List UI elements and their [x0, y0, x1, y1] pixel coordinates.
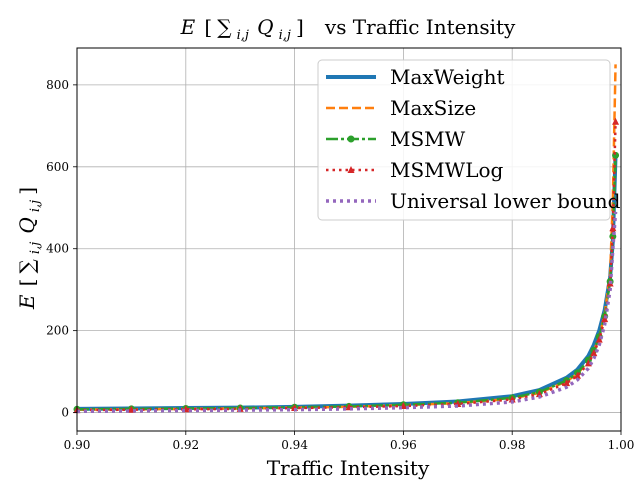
- ylabel-bracket-close: ]: [15, 187, 39, 195]
- msmwlog-point: [573, 371, 581, 379]
- legend-entry-maxsize: MaxSize: [326, 96, 476, 120]
- title-sum: ∑: [217, 15, 232, 39]
- x-tick-label: 0.90: [64, 438, 91, 452]
- legend-label: MSMW: [390, 127, 466, 151]
- msmwlog-point: [601, 315, 609, 323]
- legend-entry-universal-lower-bound: Universal lower bound: [326, 189, 621, 213]
- ylabel-e: E: [15, 294, 39, 310]
- msmwlog-point: [590, 349, 598, 357]
- legend-entry-msmw: MSMW: [326, 127, 466, 151]
- ylabel-q: Q: [15, 217, 39, 233]
- y-tick-label: 0: [61, 406, 69, 420]
- x-tick-label: 0.92: [172, 438, 199, 452]
- series-universal-lower-bound: [76, 211, 618, 414]
- msmwlog-point: [584, 359, 592, 367]
- legend: MaxWeight MaxSize MSMW MSMWLog Universal low…: [317, 59, 621, 221]
- legend-box: [317, 59, 611, 221]
- ylabel-q-subscript: i,j: [28, 200, 43, 212]
- legend-entry-msmwlog: MSMWLog: [326, 158, 504, 182]
- msmwlog-point: [508, 395, 516, 403]
- y-tick-label: 600: [46, 160, 69, 174]
- ylabel-sum: ∑: [15, 258, 39, 273]
- x-axis-label: Traffic Intensity: [267, 456, 430, 480]
- plot-frame: [76, 47, 622, 432]
- title-sum-subscript: i,j: [237, 28, 249, 43]
- title-expr-e: E: [180, 15, 196, 39]
- msmwlog-point: [535, 390, 543, 398]
- y-tick-label: 800: [46, 78, 69, 92]
- ylabel-sum-subscript: i,j: [28, 242, 43, 254]
- x-tick-label: 0.94: [281, 438, 308, 452]
- series-line-universal-lower-bound: [76, 211, 618, 414]
- ticks: 0.90 0.92 0.94 0.96 0.98 1.00 0 200 400 600 800: [46, 78, 634, 452]
- msmwlog-point: [595, 335, 603, 343]
- title-suffix: vs Traffic Intensity: [324, 15, 516, 39]
- x-tick-label: 0.98: [499, 438, 526, 452]
- x-tick-label: 0.96: [390, 438, 417, 452]
- msmwlog-point: [563, 379, 571, 387]
- legend-label: Universal lower bound: [390, 189, 621, 213]
- y-tick-label: 400: [46, 242, 69, 256]
- legend-label: MaxWeight: [390, 65, 505, 89]
- title-bracket-open: [: [204, 15, 212, 39]
- x-tick-label: 1.00: [608, 438, 635, 452]
- y-axis-label: E [ ∑ i,j Q i,j ]: [15, 187, 43, 310]
- legend-entry-maxweight: MaxWeight: [326, 65, 505, 89]
- legend-label: MaxSize: [390, 96, 476, 120]
- chart-title: E [ ∑ i,j Q i,j ] vs Traffic Intensity: [180, 15, 516, 43]
- title-bracket-close: ]: [296, 15, 304, 39]
- ylabel-bracket-open: [: [15, 279, 39, 287]
- msmwlog-point: [612, 117, 620, 125]
- title-q: Q: [257, 15, 273, 39]
- legend-label: MSMWLog: [390, 158, 504, 182]
- title-q-subscript: i,j: [279, 28, 291, 43]
- series-layer: [73, 64, 620, 414]
- y-tick-label: 200: [46, 324, 69, 338]
- msmwlog-point: [347, 166, 355, 173]
- msmw-point: [347, 135, 355, 143]
